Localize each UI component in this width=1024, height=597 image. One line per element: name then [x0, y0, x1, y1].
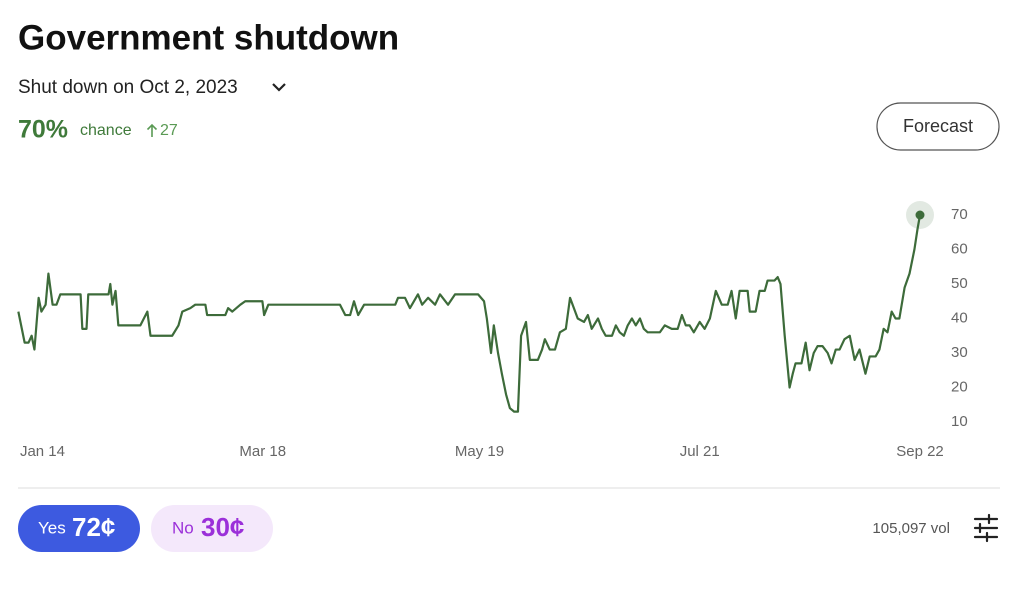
no-button-bg	[151, 505, 273, 552]
up-arrow	[146, 123, 158, 137]
x-tick-label: Mar 18	[239, 443, 286, 460]
probability-label: chance	[80, 122, 132, 139]
settings-icon[interactable]	[973, 513, 999, 543]
price-chart: 10 20 30 40 50 60 70 Jan 14 Mar 18 May 19 Jul 21 Se…	[17, 201, 968, 460]
price-line	[17, 214, 922, 413]
y-tick-label: 40	[951, 309, 968, 326]
outcome: Shut down on Oct 2, 2023	[18, 77, 238, 98]
x-tick-label: Sep 22	[896, 443, 944, 460]
yes-price: 72¢	[72, 512, 115, 542]
y-tick-label: 30	[951, 344, 968, 361]
y-tick-label: 60	[951, 240, 968, 257]
probability: 70%	[18, 116, 68, 144]
y-tick-label: 20	[951, 378, 968, 395]
x-tick-label: Jan 14	[20, 443, 65, 460]
yes-button[interactable]: Yes 72¢	[18, 505, 140, 552]
no-label: No	[172, 518, 194, 537]
outcome-selector[interactable]: Shut down on Oct 2, 2023	[18, 77, 286, 98]
title: Government shutdown	[18, 18, 399, 57]
chevron	[272, 83, 286, 92]
y-tick-label: 70	[951, 206, 968, 223]
volume: 105,097 vol	[872, 520, 950, 537]
y-tick-label: 10	[951, 413, 968, 430]
endpoint-dot	[915, 210, 925, 220]
x-tick-label: Jul 21	[680, 443, 720, 460]
forecast-button-bg	[876, 102, 1000, 151]
no-price: 30¢	[201, 512, 244, 542]
forecast-button[interactable]: Forecast	[876, 102, 1000, 151]
yes-label: Yes	[38, 518, 66, 537]
yes-button-bg	[18, 505, 140, 552]
no-button[interactable]: No 30¢	[151, 505, 273, 552]
forecast-label: Forecast	[903, 116, 973, 136]
y-tick-label: 50	[951, 275, 968, 292]
change: 27	[160, 122, 178, 139]
x-tick-label: May 19	[455, 443, 504, 460]
